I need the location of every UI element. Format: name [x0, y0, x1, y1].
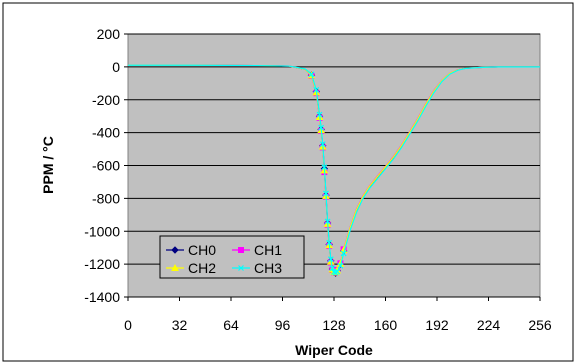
legend-marker-ch2 [171, 263, 179, 271]
y-tick-label: 200 [97, 26, 121, 42]
legend-label-ch2: CH2 [188, 260, 216, 276]
y-tick-label: -1200 [84, 256, 120, 272]
data-point-ch3 [316, 111, 323, 118]
y-axis-ticks: 200 0 -200 -400 -600 -800 -1000 -1200 -1400 [84, 26, 128, 305]
y-tick-label: -1400 [84, 289, 120, 305]
y-axis-title: PPM / °C [40, 136, 56, 194]
x-tick-label: 224 [477, 317, 501, 333]
data-point-ch3 [326, 239, 333, 246]
legend-marker-ch0 [171, 246, 179, 254]
legend-box [159, 235, 305, 279]
grid-lines [128, 33, 540, 298]
data-point-ch3 [324, 218, 331, 225]
y-tick-label: 0 [112, 59, 120, 75]
x-tick-label: 32 [172, 317, 188, 333]
legend-label-ch3: CH3 [254, 260, 282, 276]
data-point-ch3 [313, 86, 320, 93]
series-group [128, 64, 540, 277]
y-tick-label: -1000 [84, 223, 120, 239]
data-point-ch3 [337, 262, 344, 269]
y-tick-label: -600 [92, 158, 120, 174]
x-tick-label: 64 [223, 317, 239, 333]
x-tick-label: 192 [425, 317, 449, 333]
data-point-ch3 [323, 190, 329, 197]
y-tick-label: -800 [92, 190, 120, 206]
data-point-ch3 [334, 268, 341, 275]
legend-marker-ch3 [238, 265, 244, 271]
data-point-ch3 [321, 164, 328, 171]
data-point-ch3 [318, 124, 325, 131]
x-tick-label: 256 [528, 317, 552, 333]
data-point-ch3 [329, 265, 336, 272]
x-tick-label: 0 [124, 317, 132, 333]
data-point-ch3 [340, 250, 347, 257]
data-point-ch3 [327, 256, 334, 263]
y-tick-label: -400 [92, 125, 120, 141]
x-axis-ticks: 0 32 64 96 128 160 192 224 256 [124, 297, 552, 333]
legend: CH0 CH1 CH2 CH3 [159, 235, 305, 279]
legend-label-ch0: CH0 [188, 242, 216, 258]
x-axis-title: Wiper Code [295, 342, 373, 358]
legend-label-ch1: CH1 [254, 242, 282, 258]
x-tick-label: 96 [275, 317, 291, 333]
data-point-ch3 [308, 71, 315, 78]
data-point-ch3 [319, 141, 326, 148]
series-ch3 [128, 64, 540, 276]
x-tick-label: 128 [322, 317, 346, 333]
x-tick-label: 160 [374, 317, 398, 333]
legend-marker-ch1 [238, 247, 244, 253]
y-tick-label: -200 [92, 92, 120, 108]
